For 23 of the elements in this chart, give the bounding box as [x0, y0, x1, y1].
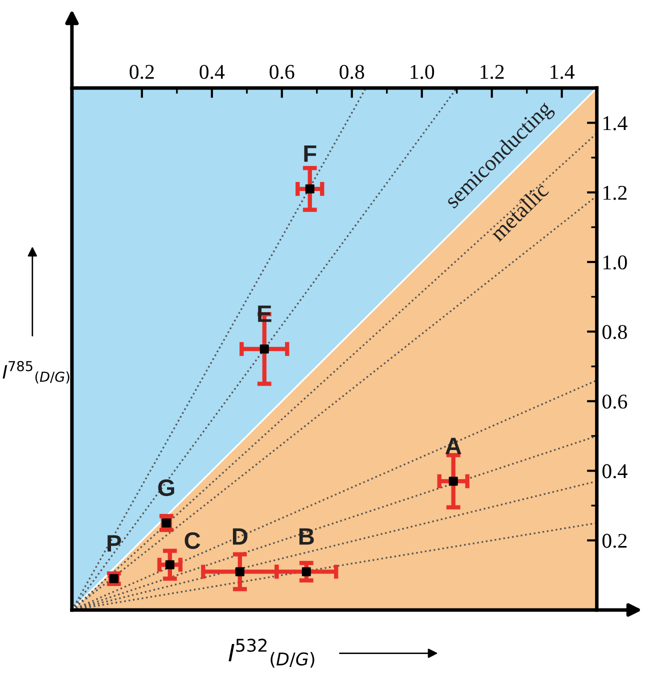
y-tick-label: 1.4: [604, 116, 628, 130]
x-tick-label: 0.2: [130, 64, 154, 80]
x-tick-label: 0.6: [270, 64, 294, 80]
annotation: A: [445, 438, 462, 454]
annotation: B: [299, 528, 314, 545]
annotation: C: [184, 532, 200, 549]
x-tick-label: 0.4: [200, 64, 225, 80]
annotation: D: [232, 528, 248, 545]
x-tick-label: 1.2: [480, 64, 504, 80]
annotation: F: [304, 146, 316, 162]
x-tick-label: 1.0: [410, 64, 434, 80]
annotation: G: [158, 479, 174, 496]
x-axis-title: I$^{532}$$_{(D/G)}$: [228, 638, 314, 668]
y-tick-label: 0.2: [602, 534, 627, 548]
x-tick-label: 0.8: [340, 64, 364, 80]
annotation: P: [108, 535, 121, 552]
x-tick-label: 1.4: [550, 64, 575, 80]
y-tick-label: 0.8: [602, 324, 627, 340]
y-axis-title: I$^{785}$$_{(D/G)}$: [2, 360, 70, 384]
y-tick-label: 0.6: [602, 394, 628, 409]
y-tick-label: 0.4: [602, 464, 628, 478]
y-tick-label: 1.0: [604, 255, 627, 270]
y-tick-label: 1.2: [604, 186, 627, 200]
